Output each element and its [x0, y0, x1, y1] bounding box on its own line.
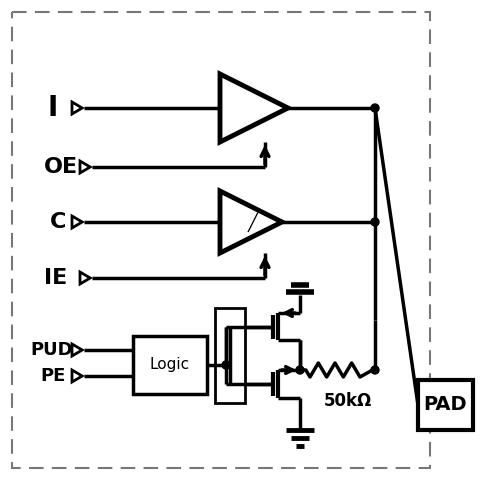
Text: C: C [50, 212, 66, 232]
Circle shape [371, 366, 379, 374]
Text: ╱: ╱ [247, 212, 257, 232]
Text: IE: IE [44, 268, 67, 288]
Bar [418, 380, 473, 430]
Circle shape [371, 104, 379, 112]
Text: OE: OE [44, 157, 78, 177]
Text: PUD: PUD [30, 341, 72, 359]
Circle shape [296, 366, 304, 374]
Polygon shape [220, 74, 288, 142]
Bar [215, 308, 245, 403]
Bar [133, 336, 207, 394]
Text: PE: PE [40, 367, 65, 385]
Text: Logic: Logic [150, 358, 190, 372]
Circle shape [371, 218, 379, 226]
Text: I: I [48, 94, 58, 122]
Text: PAD: PAD [424, 396, 468, 415]
Bar [12, 12, 430, 468]
Circle shape [222, 361, 230, 369]
Polygon shape [220, 191, 282, 253]
Text: 50kΩ: 50kΩ [324, 392, 372, 410]
